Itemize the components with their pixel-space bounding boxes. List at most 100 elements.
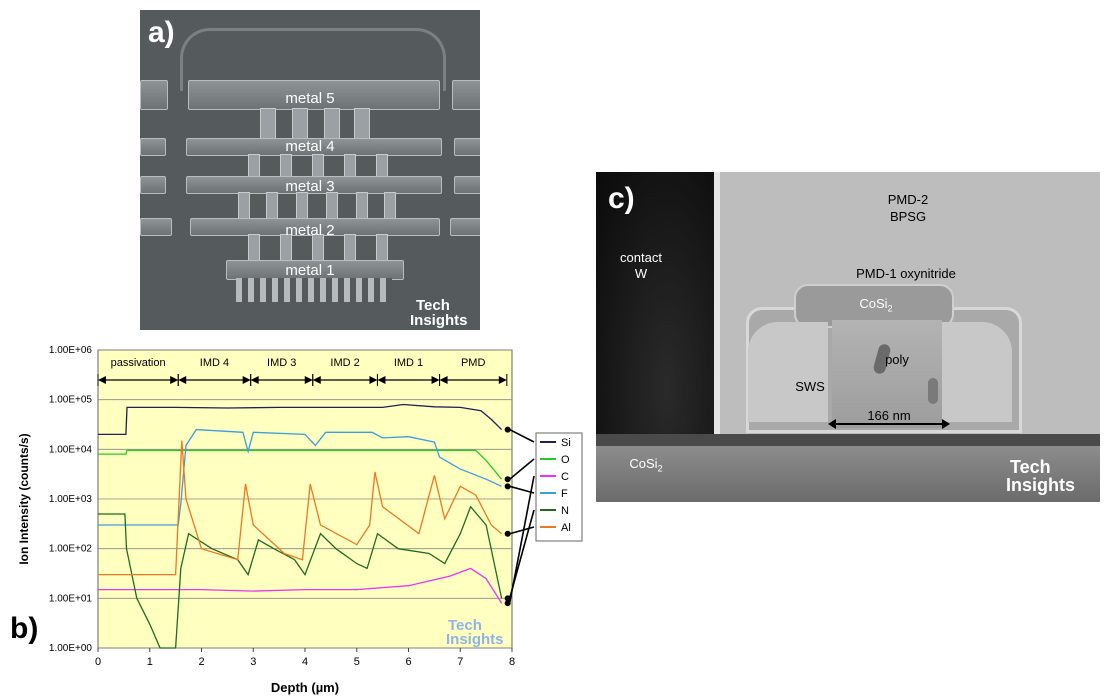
metal-3-side-left (140, 176, 166, 194)
x-tick-label: 4 (302, 656, 308, 668)
region-label: passivation (111, 357, 166, 369)
panel-a-watermark: Tech Insights (410, 298, 468, 328)
x-tick-label: 2 (198, 656, 204, 668)
metal-3-label: metal 3 (285, 178, 335, 195)
legend-pointer (509, 458, 535, 480)
legend-label-si: Si (561, 437, 571, 449)
via (248, 154, 260, 178)
poly-gate (832, 320, 942, 428)
series-line-al (98, 440, 503, 576)
region-arrow-head (369, 376, 378, 384)
cosi2-layer (596, 434, 1100, 446)
panel-b-watermark-line-1: Tech (448, 617, 482, 634)
via (296, 192, 308, 220)
metal-4-label: metal 4 (285, 138, 335, 155)
metal-2-side-left (140, 218, 172, 236)
region-label: PMD (461, 357, 486, 369)
region-arrow-head (304, 376, 313, 384)
series-line-c (98, 567, 503, 604)
series-lines (98, 403, 503, 649)
metal-1-label: metal 1 (285, 262, 335, 279)
watermark-line-1: Tech (1010, 457, 1051, 477)
legend-pointer (509, 485, 535, 494)
w-label: W (634, 266, 648, 281)
panel-c-watermark: Tech Insights (1006, 458, 1075, 494)
via (354, 108, 370, 140)
legend-pointer (508, 509, 535, 599)
region-arrow-head (439, 376, 448, 384)
via (344, 154, 356, 178)
legend-pointer (509, 428, 535, 443)
x-tick-label: 8 (509, 656, 515, 668)
region-annotations: passivation IMD 4 IMD 3 IMD 2 IMD 1 PMD (97, 357, 508, 386)
pmd1-oxynitride-label: PMD-1 oxynitride (856, 266, 956, 281)
panel-b-watermark-line-2: Insights (446, 631, 504, 648)
legend-label-al: Al (561, 522, 571, 534)
panel-c-label: c) (608, 182, 635, 215)
legend-pointer-head (504, 600, 511, 607)
series-line-n (98, 505, 503, 649)
panel-a-label: a) (148, 16, 175, 49)
poly-grain (928, 378, 938, 404)
legend-label-o: O (561, 454, 570, 466)
via (266, 192, 278, 220)
via (324, 108, 340, 140)
cosi2-gate-text: CoSi (859, 296, 888, 311)
region-label: IMD 3 (267, 357, 296, 369)
region-arrow-head (377, 376, 386, 384)
region-arrow-head (170, 376, 179, 384)
via (384, 192, 396, 220)
width-arrow-head-left (828, 419, 836, 429)
metal-4-side-left (140, 138, 166, 156)
watermark-line-1: Tech (416, 297, 450, 314)
cosi2-substrate-subscript: 2 (657, 463, 663, 474)
y-tick-label: 1.00E+04 (49, 444, 93, 455)
legend-pointer-head (504, 476, 511, 483)
width-label: 166 nm (867, 408, 911, 423)
region-label: IMD 1 (394, 357, 423, 369)
substrate (596, 442, 1100, 502)
legend-pointer-head (504, 595, 511, 602)
grid-lines (97, 349, 513, 652)
region-arrow-head (250, 376, 259, 384)
contact-label: contact (620, 250, 662, 265)
width-arrow-head-right (942, 419, 950, 429)
contact-w-region (596, 172, 714, 442)
poly-label: poly (885, 352, 909, 367)
sws-right (942, 322, 1012, 422)
x-tick-label: 5 (354, 656, 360, 668)
legend-pointer (509, 526, 535, 535)
metal-5-side-right (452, 80, 480, 110)
metal-4-side-right (454, 138, 480, 156)
watermark-line-2: Insights (410, 312, 468, 329)
cosi2-substrate-label: CoSi2 (616, 456, 676, 474)
legend-pointer-head (504, 426, 511, 433)
cosi2-gate-label: CoSi2 (846, 296, 906, 314)
region-arrow-head (498, 376, 507, 384)
panel-a-sem-image: metal 5 metal 4 metal 3 metal 2 metal 1 … (140, 10, 480, 330)
x-tick-labels: 0 1 2 3 4 5 6 7 8 (95, 656, 515, 668)
legend-label-f: F (561, 488, 568, 500)
width-arrow (828, 419, 950, 429)
metal-3-side-right (454, 176, 480, 194)
y-tick-label: 1.00E+01 (49, 593, 93, 604)
x-tick-label: 6 (405, 656, 411, 668)
contact-array (236, 278, 392, 302)
legend-pointer-head (504, 483, 511, 490)
passivation-arch (180, 28, 446, 91)
cosi2-substrate-text: CoSi (629, 456, 658, 471)
y-tick-label: 1.00E+02 (49, 544, 93, 555)
region-arrow-head (98, 376, 106, 384)
x-tick-label: 3 (250, 656, 256, 668)
region-arrow-head (242, 376, 251, 384)
series-line-f (98, 428, 502, 526)
y-axis-label: Ion Intensity (counts/s) (17, 433, 31, 564)
region-arrow-head (431, 376, 440, 384)
region-label: IMD 4 (200, 357, 229, 369)
region-arrow-head (178, 376, 187, 384)
via (312, 154, 324, 178)
metal-2-label: metal 2 (285, 222, 335, 239)
panel-c-tem-image: PMD-2 BPSG contact W PMD-1 oxynitride Co… (596, 172, 1100, 502)
metal-3-bar (186, 176, 442, 194)
watermark-line-2: Insights (1006, 475, 1076, 495)
